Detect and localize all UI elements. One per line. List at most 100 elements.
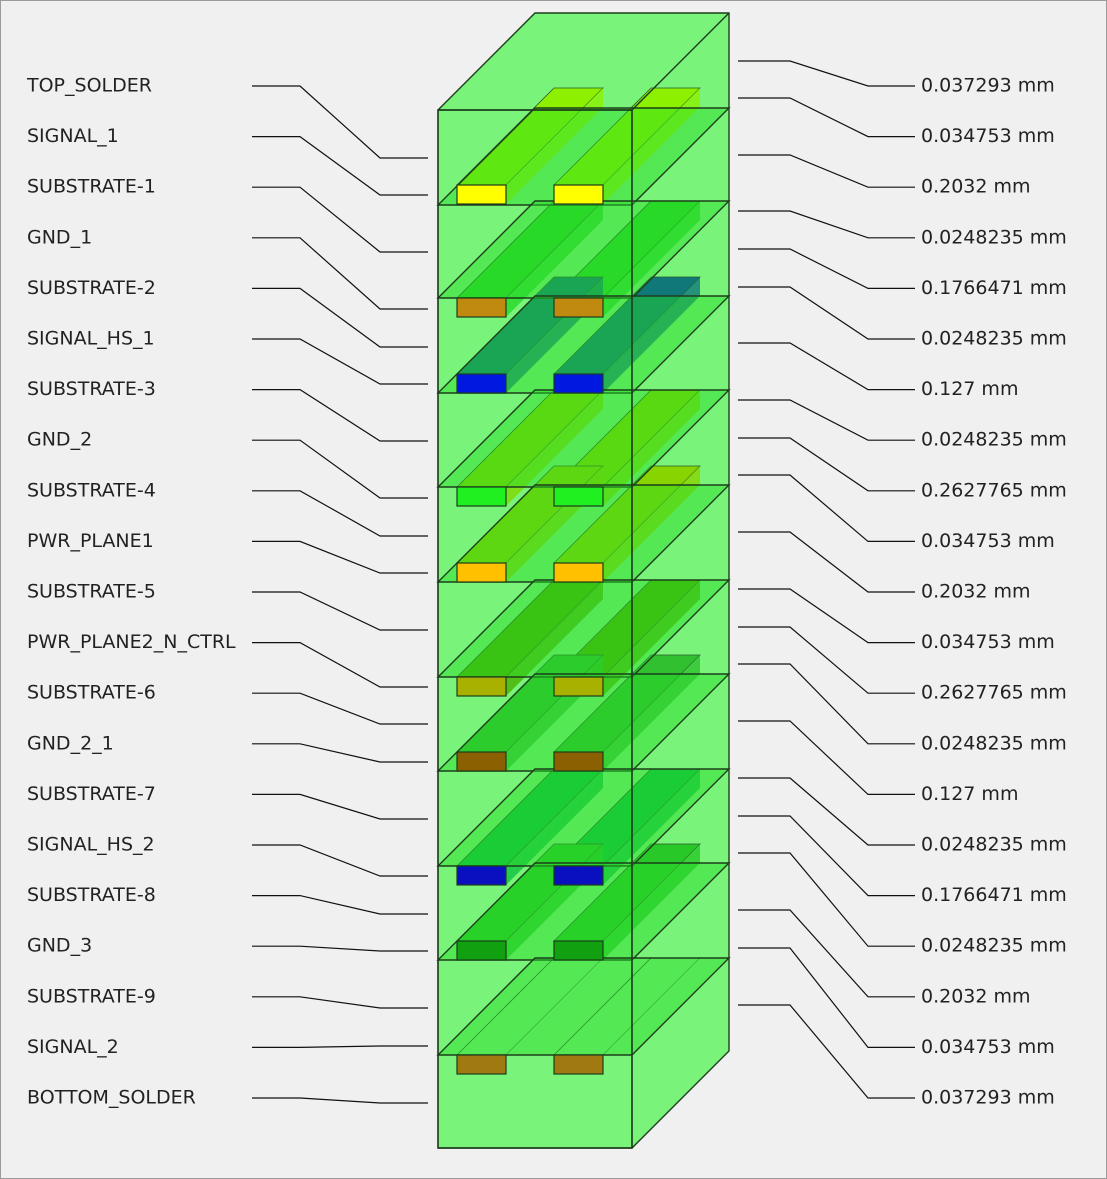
layer-thickness: 0.1766471 mm (921, 277, 1067, 299)
layer-name: SUBSTRATE-1 (27, 176, 156, 198)
layer-thickness: 0.034753 mm (921, 530, 1055, 552)
layer-thickness: 0.127 mm (921, 783, 1018, 805)
leader-line (738, 286, 915, 340)
layer-name: SUBSTRATE-4 (27, 479, 156, 501)
leader-line (738, 626, 915, 694)
trace-front (456, 940, 507, 961)
trace-side (603, 769, 700, 885)
trace-front (553, 865, 604, 886)
leader-line (738, 154, 915, 188)
trace-front (456, 676, 507, 697)
leader-line (738, 720, 915, 796)
layer-thickness: 0.2627765 mm (921, 682, 1067, 704)
trace-side (603, 390, 700, 506)
trace-front (456, 373, 507, 394)
leader-line (738, 437, 915, 492)
trace-side (506, 958, 603, 1074)
trace-front (553, 1054, 604, 1075)
trace-front (553, 562, 604, 583)
leader-line (252, 743, 428, 763)
leader-line (738, 474, 915, 543)
trace-side (603, 201, 700, 317)
layer-name: GND_2 (27, 429, 92, 451)
trace-side (603, 277, 700, 393)
leader-line (252, 490, 428, 537)
leader-line (252, 793, 428, 820)
leader-line (252, 287, 428, 348)
layer-name: SUBSTRATE-3 (27, 378, 156, 400)
layer-name: PWR_PLANE1 (27, 530, 154, 552)
leader-line (252, 85, 428, 159)
layer-name: BOTTOM_SOLDER (27, 1087, 196, 1109)
layer-thickness: 0.2627765 mm (921, 479, 1067, 501)
leader-line (252, 945, 428, 952)
layer-thickness: 0.2032 mm (921, 176, 1031, 198)
leader-line (252, 996, 428, 1009)
layer-thickness: 0.1766471 mm (921, 884, 1067, 906)
layer-name: SUBSTRATE-8 (27, 884, 156, 906)
layer-thickness: 0.034753 mm (921, 125, 1055, 147)
trace-front (456, 184, 507, 205)
leader-line (738, 342, 915, 391)
layer-name: SUBSTRATE-6 (27, 682, 156, 704)
trace-side (603, 88, 700, 204)
leader-line (738, 909, 915, 998)
leader-line (252, 591, 428, 631)
trace-front (456, 751, 507, 772)
trace-side (506, 88, 603, 204)
layer-thickness: 0.034753 mm (921, 1036, 1055, 1058)
leader-line (252, 389, 428, 442)
trace-front (553, 940, 604, 961)
trace-side (603, 466, 700, 582)
leader-line (738, 248, 915, 289)
trace-front (553, 751, 604, 772)
layer-name: SIGNAL_HS_2 (27, 834, 155, 856)
leader-line (252, 237, 428, 310)
leader-line (252, 439, 428, 499)
trace-front (456, 562, 507, 583)
trace-front (456, 865, 507, 886)
layer-name: GND_1 (27, 226, 92, 248)
leader-line (738, 663, 915, 745)
layer-name: GND_2_1 (27, 732, 114, 754)
layer-name: SUBSTRATE-5 (27, 581, 156, 603)
layer-thickness: 0.037293 mm (921, 1087, 1055, 1109)
plane (436, 107, 731, 206)
layer-name: SIGNAL_2 (27, 1036, 119, 1058)
layer-name: TOP_SOLDER (26, 75, 152, 97)
layer-name: SIGNAL_HS_1 (27, 328, 155, 350)
layer-thickness: 0.0248235 mm (921, 328, 1067, 350)
leader-line (252, 641, 428, 688)
trace-side (506, 390, 603, 506)
trace-side (603, 655, 700, 771)
trace-front (553, 297, 604, 318)
layer-thickness: 0.0248235 mm (921, 429, 1067, 451)
leader-line (738, 852, 915, 947)
leader-line (252, 1097, 428, 1104)
layer-thickness: 0.2032 mm (921, 985, 1031, 1007)
leader-line (738, 1004, 915, 1099)
stack-3d (436, 12, 731, 1149)
leader-line (738, 60, 915, 87)
leader-line (252, 540, 428, 574)
leader-line (738, 777, 915, 846)
layer-name: SUBSTRATE-2 (27, 277, 156, 299)
layer-thickness: 0.0248235 mm (921, 226, 1067, 248)
trace-side (506, 769, 603, 885)
leader-line (738, 531, 915, 593)
leader-line (252, 844, 428, 877)
layer-name: SUBSTRATE-9 (27, 985, 156, 1007)
leader-line (252, 136, 428, 196)
leader-line (252, 186, 428, 253)
labels: TOP_SOLDER 0.037293 mm SIGNAL_1 0.034753 mm… (26, 60, 1067, 1109)
layer-name: SUBSTRATE-7 (27, 783, 156, 805)
trace-front (553, 676, 604, 697)
trace-side (506, 580, 603, 696)
leader-line (738, 210, 915, 239)
leader-line (252, 894, 428, 915)
layer-thickness: 0.0248235 mm (921, 935, 1067, 957)
trace-side (603, 958, 700, 1074)
layer-name: SIGNAL_1 (27, 125, 119, 147)
trace-front (456, 486, 507, 507)
layer-thickness: 0.034753 mm (921, 631, 1055, 653)
